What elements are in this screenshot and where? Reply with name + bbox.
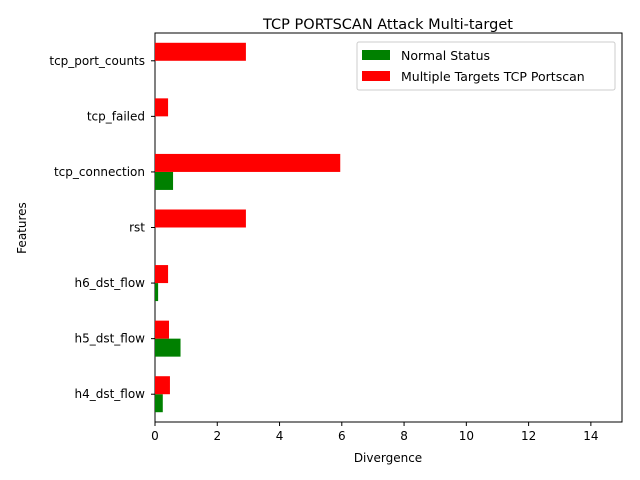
legend-swatch: [362, 71, 390, 81]
bar-attack-h4-dst-flow: [155, 376, 170, 395]
x-tick-label: 4: [276, 429, 284, 443]
bars-group: [155, 42, 341, 413]
bar-normal-h5-dst-flow: [155, 338, 181, 357]
y-axis: h4_dst_flow h5_dst_flow h6_dst_flow rst tcp_…: [49, 54, 155, 401]
y-tick-label: tcp_port_counts: [49, 54, 145, 68]
x-tick-label: 12: [521, 429, 536, 443]
chart-title: TCP PORTSCAN Attack Multi-target: [262, 17, 513, 33]
y-tick-label: rst: [129, 221, 145, 235]
legend-label: Normal Status: [401, 48, 490, 63]
bar-attack-tcp-port-counts: [155, 42, 246, 61]
y-tick-label: h6_dst_flow: [74, 276, 145, 290]
y-tick-label: tcp_connection: [54, 165, 145, 179]
bar-attack-rst: [155, 209, 246, 228]
bar-normal-h6-dst-flow: [155, 283, 159, 302]
x-tick-label: 14: [583, 429, 598, 443]
bar-attack-h6-dst-flow: [155, 265, 169, 284]
bar-normal-tcp-connection: [155, 171, 174, 190]
x-tick-label: 10: [459, 429, 474, 443]
y-tick-label: tcp_failed: [87, 109, 145, 123]
legend-swatch: [362, 50, 390, 60]
bar-attack-tcp-connection: [155, 153, 341, 172]
bar-attack-tcp-failed: [155, 98, 169, 117]
x-tick-label: 6: [338, 429, 346, 443]
y-tick-label: h5_dst_flow: [74, 332, 145, 346]
x-axis: 0 2 4 6 8 10 12 14: [151, 422, 599, 443]
x-axis-label: Divergence: [354, 451, 422, 465]
y-tick-label: h4_dst_flow: [74, 387, 145, 401]
x-tick-label: 2: [213, 429, 221, 443]
bar-attack-h5-dst-flow: [155, 320, 170, 339]
bar-normal-h4-dst-flow: [155, 394, 163, 413]
x-tick-label: 8: [400, 429, 408, 443]
x-tick-label: 0: [151, 429, 159, 443]
legend-label: Multiple Targets TCP Portscan: [401, 69, 585, 84]
y-axis-label: Features: [15, 202, 29, 254]
legend-box: [356, 41, 616, 91]
legend: Normal Status Multiple Targets TCP Portsc…: [356, 41, 616, 91]
